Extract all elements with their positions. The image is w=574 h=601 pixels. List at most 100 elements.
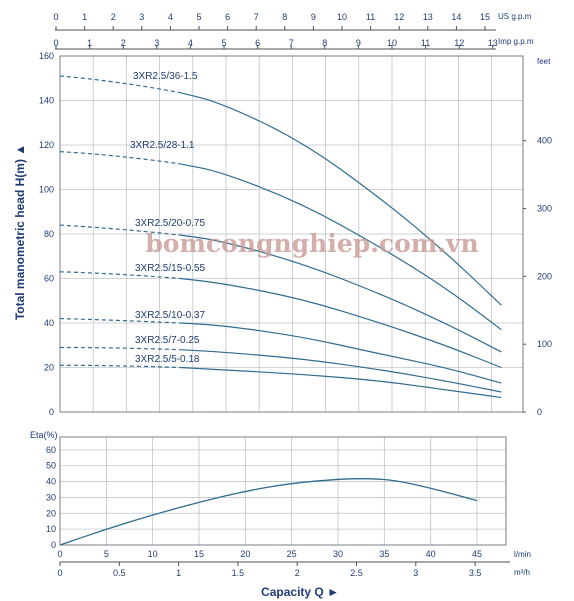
us-gpm-tick-label: 6	[225, 12, 230, 22]
eta-y-tick-label: 10	[46, 524, 56, 534]
feet-tick-label: 300	[537, 204, 552, 214]
imp-gpm-tick-label: 11	[421, 38, 430, 48]
eta-y-tick-label: 40	[46, 477, 56, 487]
head-y-tick-label: 160	[39, 51, 54, 61]
us-gpm-unit-label: US g.p.m	[498, 12, 532, 21]
eta-y-tick-label: 50	[46, 461, 56, 471]
m3h-tick-label: 3.5	[469, 568, 482, 578]
curve-label: 3XR2.5/36-1.5	[133, 71, 198, 82]
us-gpm-tick-label: 13	[423, 12, 433, 22]
imp-gpm-tick-label: 1	[87, 38, 92, 48]
m3h-tick-label: 1	[176, 568, 181, 578]
us-gpm-tick-label: 15	[480, 12, 490, 22]
us-gpm-tick-label: 8	[282, 12, 287, 22]
m3h-tick-label: 2.5	[350, 568, 363, 578]
imp-gpm-tick-label: 6	[255, 38, 260, 48]
us-gpm-tick-label: 7	[254, 12, 259, 22]
head-curve	[180, 366, 502, 399]
imp-gpm-tick-label: 5	[221, 38, 226, 48]
eta-x-tick-label: 5	[104, 549, 109, 559]
imp-gpm-tick-label: 13	[488, 38, 498, 48]
imp-gpm-tick-label: 4	[188, 38, 193, 48]
eta-x-unit-label: l/min	[514, 550, 531, 559]
eta-x-tick-label: 45	[472, 549, 482, 559]
eta-x-tick-label: 10	[148, 549, 158, 559]
us-gpm-tick-label: 5	[196, 12, 201, 22]
eta-y-tick-label: 0	[51, 540, 56, 550]
eta-x-tick-label: 20	[240, 549, 250, 559]
imp-gpm-tick-label: 2	[121, 38, 126, 48]
head-curve-dashed	[59, 271, 181, 280]
m3h-tick-label: 0	[57, 568, 62, 578]
head-y-tick-label: 20	[44, 363, 54, 373]
imp-gpm-tick-label: 8	[322, 38, 327, 48]
us-gpm-tick-label: 4	[168, 12, 173, 22]
m3h-unit-label: m³/h	[514, 568, 530, 577]
imp-gpm-tick-label: 7	[289, 38, 294, 48]
us-gpm-tick-label: 3	[139, 12, 144, 22]
eta-x-tick-label: 15	[194, 549, 204, 559]
us-gpm-tick-label: 1	[82, 12, 87, 22]
us-gpm-tick-label: 14	[451, 12, 461, 22]
head-y-axis-title: Total manometric head H(m) ▲	[13, 144, 27, 320]
efficiency-curve	[59, 478, 478, 546]
head-curve-dashed	[59, 317, 181, 324]
m3h-tick-label: 0.5	[113, 568, 126, 578]
head-curve	[180, 277, 502, 369]
curve-label: 3XR2.5/10-0.37	[135, 310, 205, 321]
curve-label: 3XR2.5/7-0.25	[135, 335, 200, 346]
imp-gpm-tick-label: 9	[356, 38, 361, 48]
head-curve-dashed	[59, 224, 181, 236]
head-curve	[180, 349, 502, 393]
head-curve	[180, 92, 502, 306]
us-gpm-tick-label: 11	[366, 12, 375, 22]
eta-y-tick-label: 60	[46, 445, 56, 455]
head-y-tick-label: 40	[44, 318, 54, 328]
eta-x-tick-label: 25	[287, 549, 297, 559]
us-gpm-tick-label: 2	[111, 12, 116, 22]
head-y-tick-label: 80	[44, 229, 54, 239]
head-y-tick-label: 60	[44, 274, 54, 284]
m3h-tick-label: 2	[295, 568, 300, 578]
head-curve-dashed	[59, 364, 181, 369]
curve-label: 3XR2.5/28-1.1	[130, 140, 195, 151]
capacity-axis-title: Capacity Q ►	[261, 585, 339, 599]
eta-y-axis-label: Eta(%)	[30, 430, 58, 440]
eta-x-tick-label: 35	[379, 549, 389, 559]
m3h-tick-label: 1.5	[232, 568, 245, 578]
us-gpm-tick-label: 12	[394, 12, 404, 22]
curve-label: 3XR2.5/5-0.18	[135, 354, 200, 365]
head-curve	[180, 322, 502, 384]
eta-x-tick-label: 0	[57, 549, 62, 559]
feet-tick-label: 400	[537, 136, 552, 146]
us-gpm-tick-label: 10	[337, 12, 347, 22]
head-y-tick-label: 0	[49, 407, 54, 417]
head-curve	[180, 234, 502, 353]
us-gpm-tick-label: 0	[53, 12, 58, 22]
us-gpm-tick-label: 9	[311, 12, 316, 22]
head-curve	[180, 163, 502, 331]
head-plot-frame	[59, 55, 524, 413]
eta-y-tick-label: 30	[46, 492, 56, 502]
feet-tick-label: 200	[537, 271, 552, 281]
head-curve-dashed	[59, 75, 181, 94]
head-y-tick-label: 100	[39, 185, 54, 195]
head-y-tick-label: 140	[39, 96, 54, 106]
imp-gpm-unit-label: Imp g.p.m	[498, 37, 534, 46]
head-y-tick-label: 120	[39, 140, 54, 150]
head-curve-dashed	[59, 346, 181, 351]
curve-label: 3XR2.5/20-0.75	[135, 218, 205, 229]
feet-tick-label: 100	[537, 339, 552, 349]
feet-axis-label: feet	[537, 57, 551, 66]
m3h-tick-label: 3	[413, 568, 418, 578]
curve-label: 3XR2.5/15-0.55	[135, 263, 205, 274]
feet-tick-label: 0	[537, 407, 542, 417]
eta-x-tick-label: 30	[333, 549, 343, 559]
watermark-text: bomcongnghiep.com.vn	[145, 229, 478, 258]
imp-gpm-tick-label: 0	[53, 38, 58, 48]
imp-gpm-tick-label: 3	[154, 38, 159, 48]
eta-x-tick-label: 40	[426, 549, 436, 559]
